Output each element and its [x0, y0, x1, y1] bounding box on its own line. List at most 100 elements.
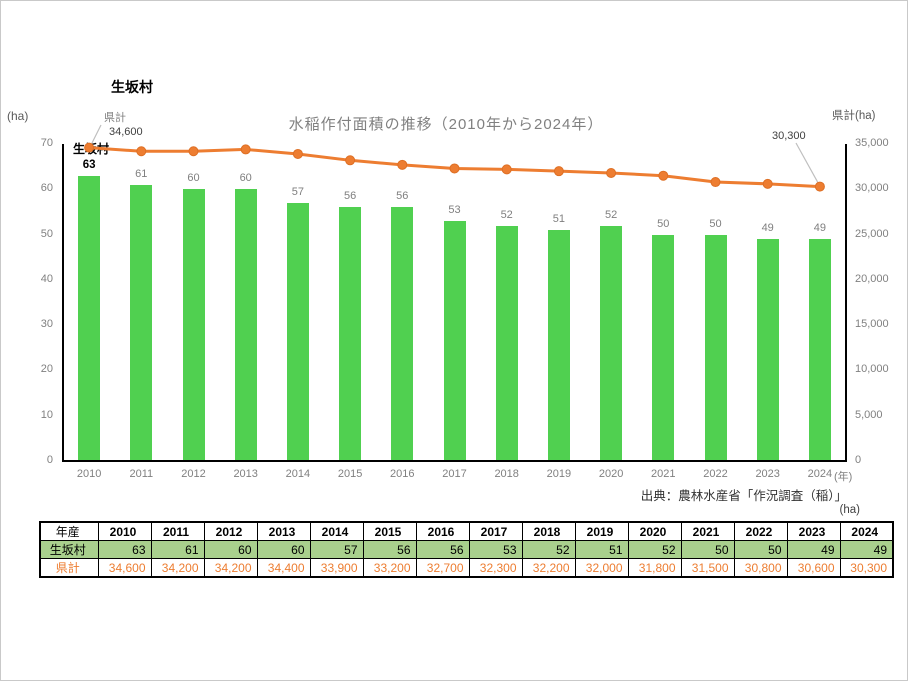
page-title: 生坂村 — [111, 79, 153, 95]
bar-2015 — [339, 207, 362, 461]
bar-2023 — [756, 239, 779, 461]
table-year-header: 2015 — [362, 521, 417, 541]
x-axis-tick-label: 2020 — [598, 468, 624, 480]
table-cell: 57 — [309, 540, 364, 559]
table-cell: 50 — [680, 540, 735, 559]
bar-value-label: 63 — [82, 158, 96, 171]
x-axis-tick-label: 2012 — [181, 468, 206, 480]
table-year-header: 2023 — [786, 521, 841, 541]
line-marker — [345, 155, 356, 166]
x-axis-tick-label: 2019 — [546, 468, 572, 480]
bar-value-label: 49 — [761, 222, 774, 235]
table-cell: 52 — [627, 540, 682, 559]
y-axis-tick-label: 20 — [40, 363, 53, 376]
bar-2017 — [443, 220, 466, 461]
bar-2022 — [704, 234, 727, 461]
bar-value-label: 56 — [396, 190, 409, 203]
bar-value-label: 53 — [448, 203, 461, 216]
y2-axis-tick-label: 5,000 — [855, 408, 883, 421]
table-cell: 49 — [786, 540, 841, 559]
bar-value-label: 51 — [552, 213, 566, 226]
y2-axis-tick-label: 35,000 — [855, 137, 889, 149]
series-label-kenkei: 県計 — [104, 112, 126, 124]
bar-value-label: 60 — [187, 172, 200, 185]
x-axis-tick-label: 2010 — [76, 468, 102, 480]
line-marker — [240, 144, 251, 155]
table-year-header: 2012 — [203, 521, 258, 541]
line-marker — [553, 166, 564, 177]
right-axis-title: 県計(ha) — [832, 110, 876, 122]
y-axis-tick-label: 70 — [40, 137, 53, 149]
table-cell: 31,500 — [680, 558, 735, 578]
x-axis-unit-label: (年) — [832, 468, 853, 484]
table-year-header: 2011 — [150, 521, 205, 541]
bar-2014 — [286, 202, 309, 461]
x-axis-tick-label: 2017 — [442, 468, 467, 480]
bar-value-label: 57 — [291, 185, 305, 198]
x-axis-tick-label: 2024 — [807, 468, 833, 480]
table-cell: 52 — [521, 540, 576, 559]
table-year-header: 2018 — [521, 521, 576, 541]
line-marker — [136, 146, 147, 157]
table-cell: 56 — [415, 540, 470, 559]
table-year-header: 2010 — [97, 521, 152, 541]
y2-axis-tick-label: 25,000 — [855, 227, 889, 240]
line-marker — [710, 177, 721, 188]
table-year-header: 2017 — [468, 521, 523, 541]
x-axis-tick-label: 2022 — [703, 468, 728, 480]
y-axis-tick-label: 50 — [40, 227, 53, 240]
bar-2018 — [495, 225, 518, 461]
bar-value-label: 61 — [135, 167, 148, 180]
bar-value-label: 52 — [500, 208, 513, 221]
bar-2019 — [547, 230, 570, 461]
x-axis-tick-label: 2011 — [129, 468, 154, 480]
table-year-header: 2014 — [309, 521, 364, 541]
line-marker — [606, 167, 617, 178]
table-cell: 33,200 — [362, 558, 417, 578]
bar-2016 — [391, 207, 414, 461]
table-cell: 32,700 — [415, 558, 470, 578]
bar-2021 — [652, 234, 675, 461]
line-marker — [292, 148, 303, 159]
table-cell: 31,800 — [627, 558, 682, 578]
source-note: 出典：農林水産省「作況調査（稲）」 — [640, 489, 847, 503]
table-year-header: 2019 — [574, 521, 629, 541]
data-table: 年産 2010 2011 2012 2013 2014 2015 2016 2017 2018 20… — [39, 521, 894, 578]
y-axis-tick-label: 30 — [40, 318, 53, 331]
table-cell: 51 — [574, 540, 629, 559]
table-cell: 32,300 — [468, 558, 523, 578]
table-row-label: 県計 — [39, 558, 99, 578]
line-marker — [762, 178, 773, 189]
x-axis-tick-label: 2014 — [285, 468, 311, 480]
line-marker — [188, 146, 199, 157]
table-corner-cell: 年産 — [39, 521, 99, 541]
y-axis-tick-label: 0 — [46, 454, 53, 466]
line-marker — [501, 164, 512, 175]
table-cell: 30,300 — [839, 558, 894, 578]
table-cell: 49 — [839, 540, 894, 559]
y-axis-tick-label: 10 — [40, 408, 53, 421]
y2-axis-tick-label: 15,000 — [855, 318, 889, 331]
last-value-leader-line — [795, 142, 819, 183]
table-header-row: 年産 2010 2011 2012 2013 2014 2015 2016 2017 2018 20… — [39, 521, 894, 541]
bar-value-label: 56 — [343, 190, 357, 203]
line-marker — [814, 181, 825, 192]
table-cell: 34,400 — [256, 558, 311, 578]
table-unit-label: (ha) — [839, 504, 860, 516]
kenkei-last-value-label: 30,300 — [772, 130, 806, 142]
bar-2020 — [600, 225, 623, 461]
table-cell: 33,900 — [309, 558, 364, 578]
table-cell: 61 — [150, 540, 205, 559]
table-year-header: 2024 — [839, 521, 894, 541]
bar-value-label: 50 — [709, 217, 722, 230]
kenkei-leader-line — [89, 124, 102, 148]
line-marker — [84, 142, 95, 153]
table-row-ikusaka: 生坂村 63 61 60 60 57 56 56 53 52 51 52 50 50 49 49 — [39, 540, 894, 559]
table-year-header: 2021 — [680, 521, 735, 541]
x-axis-tick-label: 2023 — [755, 468, 780, 480]
x-axis-tick-label: 2013 — [233, 468, 258, 480]
line-marker — [449, 163, 460, 174]
bar-2010 — [78, 175, 101, 461]
